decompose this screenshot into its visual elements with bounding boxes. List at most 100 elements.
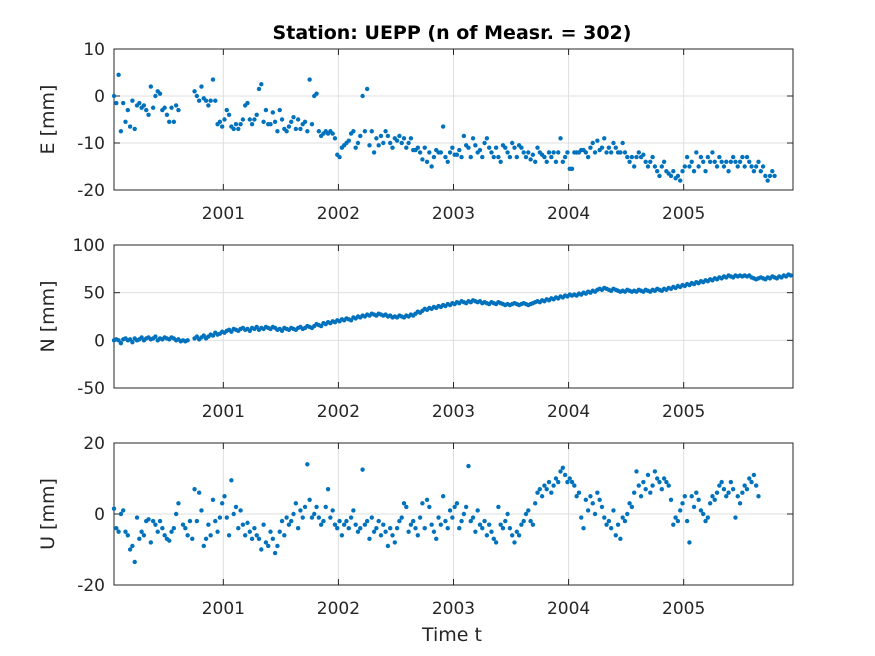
data-point: [733, 159, 738, 164]
data-point: [148, 540, 154, 545]
data-point: [141, 103, 147, 108]
data-point: [562, 472, 568, 478]
data-point: [556, 479, 561, 485]
data-point: [597, 497, 602, 502]
data-point: [608, 150, 614, 155]
data-point: [717, 483, 722, 488]
data-point: [431, 529, 437, 534]
data-point: [523, 154, 529, 160]
x-tick-label: 2004: [547, 204, 590, 224]
data-point: [323, 504, 328, 510]
data-point: [355, 140, 361, 146]
subplot-1: 2001 2002 2003 2004 2005 10 0 -10 -20 E [mm]: [37, 40, 794, 224]
data-point: [661, 159, 667, 164]
data-point: [337, 518, 342, 524]
data-point: [399, 140, 404, 146]
data-point: [364, 518, 370, 524]
y-tick-label: -10: [77, 134, 105, 154]
data-point: [463, 504, 469, 510]
data-point: [671, 522, 676, 527]
data-point: [521, 150, 526, 155]
data-point: [293, 501, 299, 506]
data-point: [606, 518, 612, 524]
data-point: [316, 129, 322, 134]
data-point: [535, 145, 540, 150]
x-tick-label: 2001: [202, 402, 245, 422]
data-point: [569, 166, 575, 172]
data-point: [631, 490, 637, 495]
data-point: [312, 511, 317, 517]
data-point: [721, 486, 727, 492]
x-tick-label: 2005: [662, 599, 705, 619]
data-point: [164, 112, 170, 118]
data-point: [661, 476, 667, 481]
data-point: [595, 490, 600, 495]
data-point: [127, 547, 133, 552]
data-point: [341, 522, 347, 527]
y-tick-label: 100: [73, 236, 105, 256]
data-point: [217, 515, 223, 520]
data-point: [710, 150, 715, 155]
data-point: [459, 154, 464, 160]
data-point: [141, 533, 147, 538]
data-point: [318, 522, 324, 527]
data-point: [652, 469, 658, 474]
data-point: [268, 529, 273, 534]
data-point: [618, 150, 623, 155]
data-point: [390, 533, 395, 538]
data-point: [111, 506, 117, 511]
data-point: [484, 136, 490, 141]
data-point: [440, 124, 446, 129]
data-point: [703, 169, 708, 174]
data-point: [684, 154, 690, 160]
data-point: [454, 501, 460, 506]
data-point: [482, 518, 487, 524]
data-point: [125, 533, 131, 538]
data-point: [196, 490, 202, 495]
data-point: [358, 133, 363, 139]
data-point: [542, 154, 547, 160]
data-point: [687, 164, 692, 169]
data-point: [289, 518, 294, 524]
data-point: [747, 476, 752, 481]
data-point: [413, 526, 418, 531]
data-point: [404, 145, 409, 150]
data-point: [551, 483, 556, 488]
data-point: [588, 145, 593, 150]
data-point: [537, 486, 543, 492]
data-point: [360, 467, 365, 472]
data-point: [130, 98, 135, 103]
data-point: [558, 469, 563, 474]
data-point: [443, 518, 448, 524]
data-point: [307, 77, 312, 82]
x-tick-label: 2004: [547, 402, 590, 422]
data-point: [325, 486, 331, 492]
data-point: [275, 543, 280, 549]
data-point: [438, 150, 444, 155]
data-point: [314, 504, 319, 510]
data-point: [245, 520, 250, 526]
data-point: [427, 150, 432, 155]
data-point: [351, 508, 356, 513]
data-point: [358, 526, 363, 531]
data-point: [493, 540, 499, 545]
data-point: [542, 483, 547, 488]
data-point: [627, 501, 632, 506]
data-point: [236, 126, 241, 132]
data-point: [270, 110, 276, 115]
data-point: [560, 465, 566, 471]
data-point: [118, 511, 124, 517]
data-point: [130, 543, 135, 549]
data-point: [219, 124, 225, 129]
data-point: [114, 526, 119, 531]
data-point: [613, 145, 618, 150]
data-point: [121, 508, 126, 513]
data-point: [733, 515, 738, 520]
data-point: [659, 486, 665, 492]
data-point: [420, 157, 425, 162]
data-point: [468, 518, 473, 524]
data-point: [691, 504, 697, 510]
data-point: [440, 494, 446, 499]
data-point: [383, 129, 388, 134]
y-tick-label: -20: [77, 181, 105, 201]
